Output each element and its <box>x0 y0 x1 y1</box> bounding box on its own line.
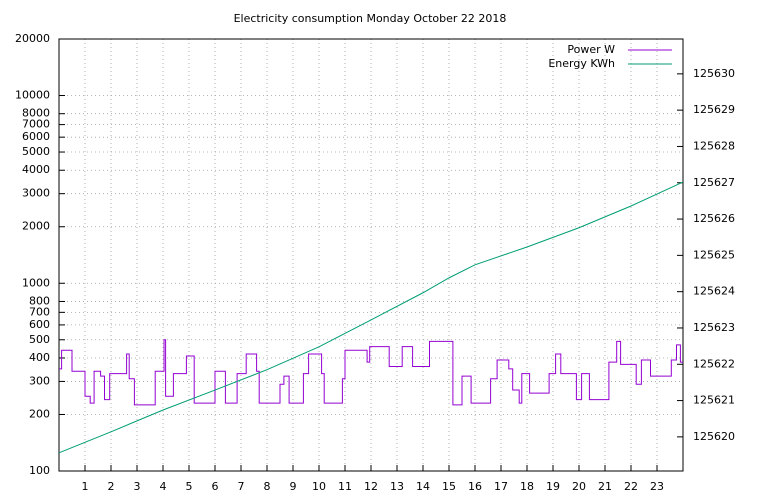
y2-tick-label: 125625 <box>693 248 735 261</box>
chart-title: Electricity consumption Monday October 2… <box>234 12 507 25</box>
series-line <box>58 181 684 454</box>
y-tick-label: 20000 <box>15 32 50 45</box>
x-tick-label: 7 <box>238 480 245 493</box>
x-tick-label: 5 <box>186 480 193 493</box>
x-tick-label: 9 <box>290 480 297 493</box>
x-tick-label: 4 <box>160 480 167 493</box>
x-tick-label: 1 <box>82 480 89 493</box>
y-tick-label: 700 <box>29 305 50 318</box>
x-tick-label: 3 <box>134 480 141 493</box>
y-tick-label: 800 <box>29 294 50 307</box>
y-tick-label: 300 <box>29 374 50 387</box>
x-tick-label: 16 <box>468 480 482 493</box>
x-tick-label: 6 <box>212 480 219 493</box>
y2-tick-label: 125622 <box>693 357 735 370</box>
y2-tick-label: 125621 <box>693 394 735 407</box>
x-tick-label: 12 <box>364 480 378 493</box>
y-tick-label: 4000 <box>22 163 50 176</box>
y-tick-label: 1000 <box>22 276 50 289</box>
legend-label: Power W <box>567 43 615 56</box>
y-tick-label: 400 <box>29 351 50 364</box>
y-tick-label: 500 <box>29 333 50 346</box>
y-tick-label: 600 <box>29 318 50 331</box>
x-tick-label: 18 <box>520 480 534 493</box>
y2-tick-label: 125630 <box>693 67 735 80</box>
y2-tick-label: 125627 <box>693 176 735 189</box>
y2-tick-label: 125620 <box>693 430 735 443</box>
x-tick-label: 22 <box>624 480 638 493</box>
y-tick-label: 200 <box>29 407 50 420</box>
y2-tick-label: 125629 <box>693 103 735 116</box>
x-tick-label: 11 <box>338 480 352 493</box>
x-tick-label: 8 <box>264 480 271 493</box>
plot-frame <box>58 38 684 472</box>
x-tick-label: 19 <box>546 480 560 493</box>
x-tick-label: 15 <box>442 480 456 493</box>
y-tick-label: 3000 <box>22 187 50 200</box>
y-tick-label: 5000 <box>22 145 50 158</box>
y-tick-label: 7000 <box>22 118 50 131</box>
legend-label: Energy KWh <box>548 57 615 70</box>
x-tick-label: 17 <box>494 480 508 493</box>
y-tick-label: 10000 <box>15 89 50 102</box>
y2-tick-label: 125628 <box>693 139 735 152</box>
series-line <box>59 339 683 406</box>
x-tick-label: 20 <box>572 480 586 493</box>
y2-tick-label: 125623 <box>693 321 735 334</box>
x-tick-label: 21 <box>598 480 612 493</box>
x-tick-label: 14 <box>416 480 430 493</box>
y-tick-label: 8000 <box>22 107 50 120</box>
x-tick-label: 13 <box>390 480 404 493</box>
x-tick-label: 10 <box>312 480 326 493</box>
y-tick-label: 100 <box>29 464 50 477</box>
y2-tick-label: 125626 <box>693 212 735 225</box>
y-tick-label: 2000 <box>22 220 50 233</box>
y2-tick-label: 125624 <box>693 285 735 298</box>
x-tick-label: 2 <box>108 480 115 493</box>
x-tick-label: 23 <box>650 480 664 493</box>
y-tick-label: 6000 <box>22 130 50 143</box>
